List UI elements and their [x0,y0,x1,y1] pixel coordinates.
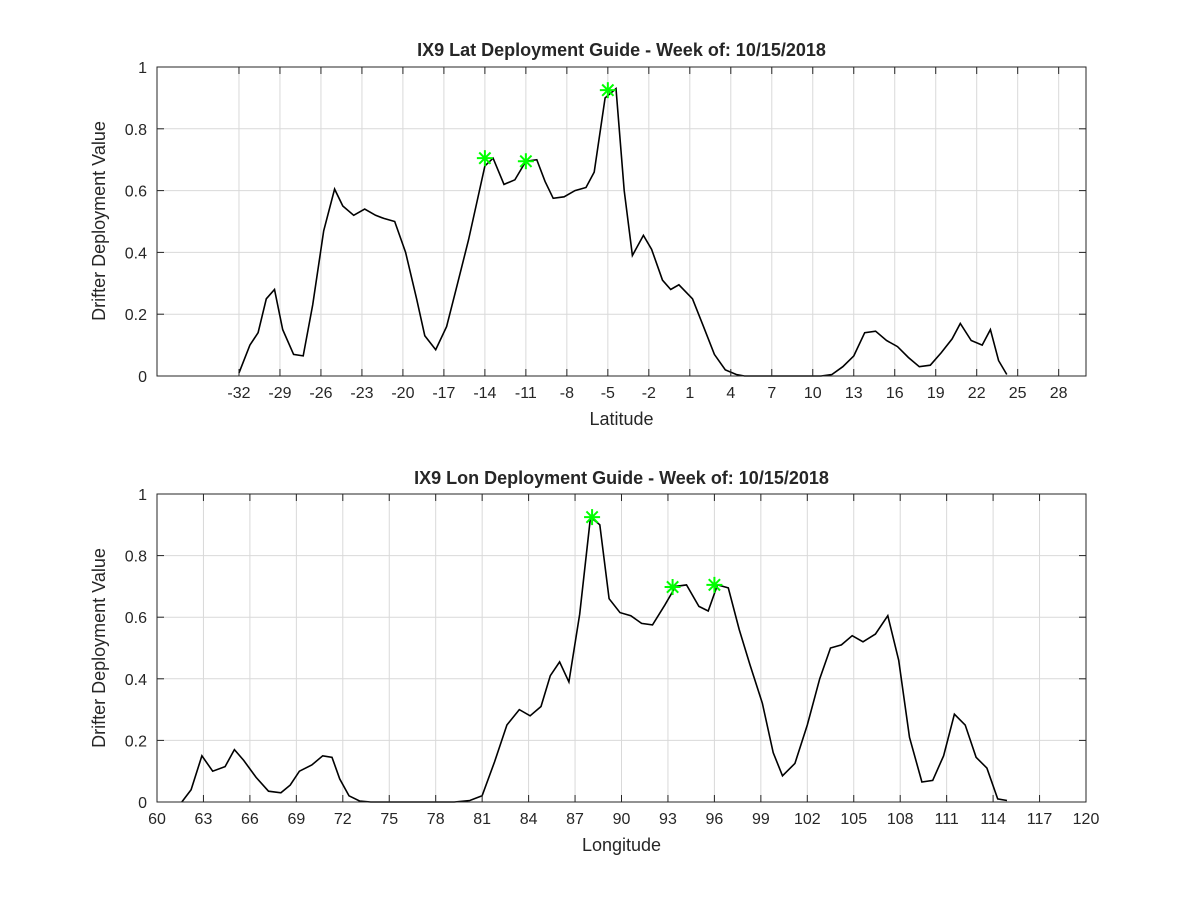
latitude-x-tick-label: -5 [601,385,615,402]
latitude-ticks: -32 -29 -26 -23 -20 -17 -14 -11 -8 -5 -2 1 4 7 10 13 16 1… [125,60,1086,402]
latitude-x-tick-label: 28 [1050,385,1068,402]
longitude-chart-title: IX9 Lon Deployment Guide - Week of: 10/1… [414,468,829,488]
latitude-y-tick-label: 0.6 [125,184,147,201]
latitude-plot: -32 -29 -26 -23 -20 -17 -14 -11 -8 -5 -2 1 4 7 10 13 16 1… [89,40,1087,429]
latitude-x-tick-label: -29 [268,385,291,402]
latitude-plot-area [157,67,1086,376]
latitude-y-tick-label: 0.4 [125,245,147,262]
latitude-x-tick-label: -32 [227,385,250,402]
longitude-ticks: 60 63 66 69 72 75 78 81 84 87 90 93 96 99 102 105 108 111… [125,487,1100,828]
latitude-x-tick-label: 19 [927,385,945,402]
latitude-x-tick-label: 1 [685,385,694,402]
latitude-deployment-value-line [238,86,1008,377]
latitude-x-tick-label: -2 [642,385,656,402]
longitude-x-tick-label: 102 [794,811,821,828]
longitude-x-tick-label: 108 [887,811,914,828]
longitude-y-tick-label: 1 [138,487,147,504]
longitude-x-tick-label: 99 [752,811,770,828]
longitude-x-tick-label: 84 [520,811,538,828]
longitude-x-tick-label: 81 [473,811,491,828]
latitude-y-tick-label: 0.8 [125,122,147,139]
longitude-y-axis-label: Drifter Deployment Value [89,548,109,748]
latitude-x-tick-label: -11 [515,385,537,402]
longitude-x-tick-label: 69 [287,811,305,828]
latitude-y-tick-label: 0 [138,369,147,386]
longitude-peak-marker [584,509,601,526]
latitude-peak-markers [476,82,616,170]
latitude-x-tick-label: 22 [968,385,986,402]
latitude-x-axis-label: Latitude [589,409,653,429]
longitude-x-tick-label: 111 [934,811,958,828]
longitude-x-tick-label: 75 [380,811,398,828]
longitude-y-tick-label: 0 [138,795,147,812]
latitude-y-tick-label: 1 [138,60,147,77]
latitude-x-tick-label: -8 [560,385,574,402]
latitude-series [238,86,1008,377]
longitude-x-tick-label: 93 [659,811,677,828]
latitude-axes-box [156,66,1087,377]
latitude-x-tick-label: 13 [845,385,863,402]
latitude-x-tick-label: 4 [726,385,735,402]
longitude-x-tick-label: 87 [566,811,584,828]
longitude-y-tick-label: 0.8 [125,549,147,566]
longitude-x-tick-label: 120 [1073,811,1100,828]
latitude-x-tick-label: -26 [309,385,332,402]
longitude-x-tick-label: 78 [427,811,445,828]
longitude-x-tick-label: 72 [334,811,352,828]
longitude-plot: 60 63 66 69 72 75 78 81 84 87 90 93 96 99 102 105 108 111… [89,468,1099,855]
longitude-peak-marker [706,576,723,593]
longitude-x-tick-label: 60 [148,811,166,828]
longitude-x-tick-label: 105 [840,811,867,828]
longitude-deployment-value-line [181,515,1008,803]
latitude-x-tick-label: -14 [473,385,496,402]
longitude-y-tick-label: 0.6 [125,610,147,627]
longitude-peak-markers [584,509,723,596]
longitude-y-tick-label: 0.4 [125,672,147,689]
latitude-y-tick-label: 0.2 [125,307,147,324]
longitude-x-tick-label: 63 [195,811,213,828]
latitude-x-tick-label: 10 [804,385,822,402]
latitude-x-tick-label: -23 [350,385,373,402]
latitude-x-tick-label: 25 [1009,385,1027,402]
latitude-x-tick-label: -20 [391,385,414,402]
longitude-x-tick-label: 90 [613,811,631,828]
longitude-x-tick-label: 114 [980,811,1006,828]
latitude-peak-marker [517,153,534,170]
longitude-series [181,515,1008,803]
latitude-peak-marker [476,150,493,167]
longitude-x-tick-label: 66 [241,811,259,828]
latitude-x-tick-label: 7 [767,385,776,402]
longitude-x-tick-label: 96 [706,811,724,828]
longitude-x-tick-label: 117 [1027,811,1053,828]
longitude-peak-marker [664,579,681,596]
latitude-x-tick-label: 16 [886,385,904,402]
longitude-y-tick-label: 0.2 [125,733,147,750]
latitude-peak-marker [599,82,616,99]
latitude-chart-title: IX9 Lat Deployment Guide - Week of: 10/1… [417,40,826,60]
latitude-x-tick-label: -17 [432,385,455,402]
longitude-grid [156,493,1087,803]
longitude-x-axis-label: Longitude [582,835,661,855]
latitude-y-axis-label: Drifter Deployment Value [89,121,109,321]
